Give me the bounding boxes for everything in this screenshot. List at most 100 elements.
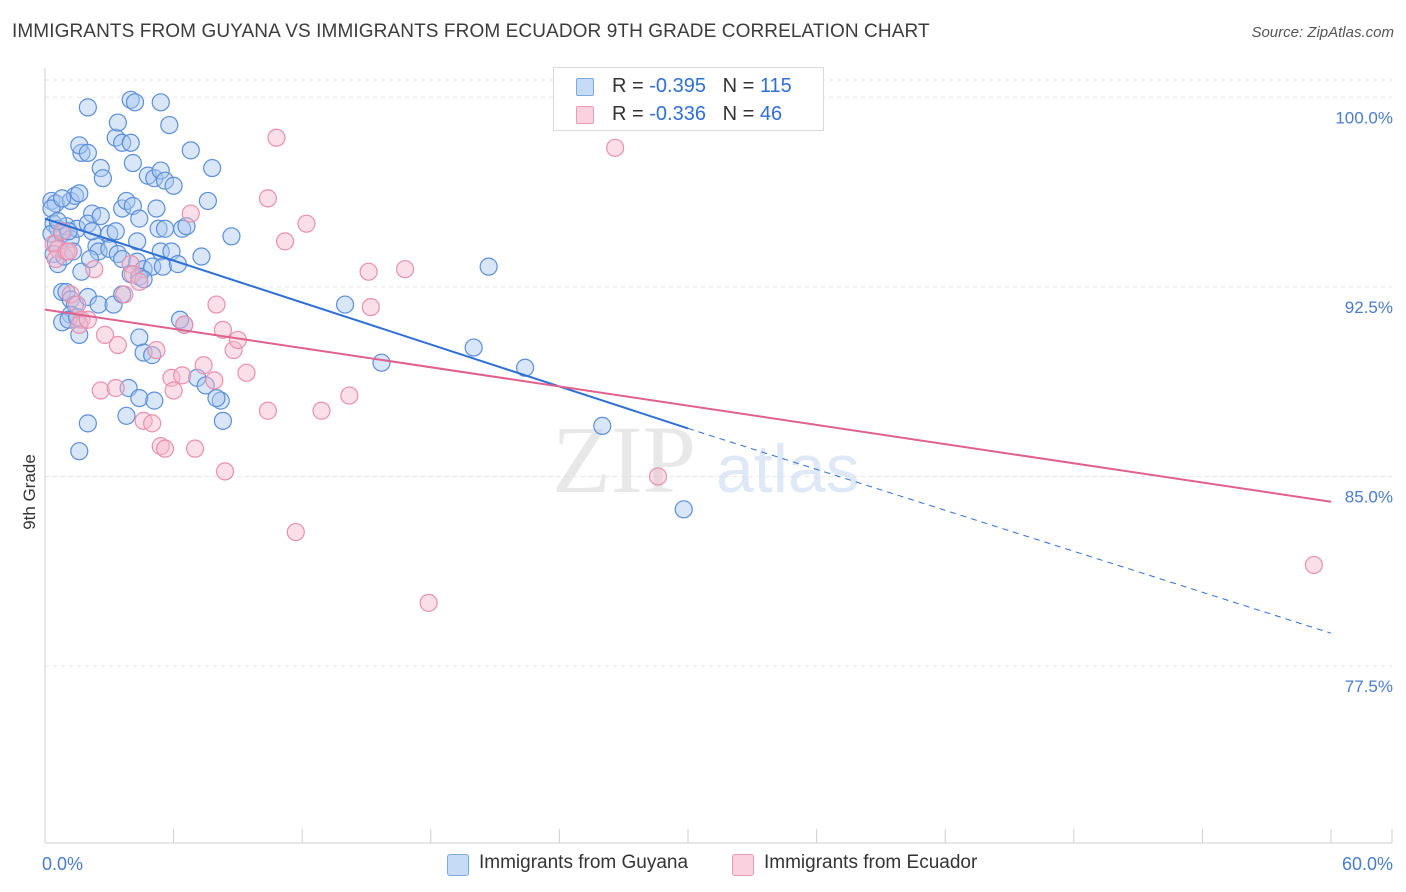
point-guyana: [121, 133, 140, 152]
point-guyana: [72, 143, 91, 162]
point-ecuador: [275, 232, 295, 251]
point-ecuador: [130, 272, 149, 291]
point-guyana: [147, 199, 166, 218]
y-tick-label: 92.5%: [1345, 298, 1393, 317]
stats-r-label: R =: [612, 103, 650, 125]
point-guyana: [48, 212, 67, 231]
point-ecuador: [181, 204, 200, 223]
point-ecuador: [78, 310, 97, 329]
point-guyana: [106, 222, 125, 241]
watermark-zip: ZIP: [552, 406, 696, 513]
y-tick-labels: 77.5% 85.0% 92.5% 100.0%: [1335, 108, 1393, 696]
point-guyana: [78, 143, 97, 162]
legend-swatch-ecuador: [732, 854, 754, 876]
point-ecuador: [286, 522, 305, 542]
point-guyana: [479, 257, 498, 276]
point-guyana: [123, 153, 142, 173]
trend-line-ecuador: [44, 308, 1332, 503]
y-axis-title: 9th Grade: [20, 454, 39, 530]
y-tick-label: 77.5%: [1345, 677, 1393, 696]
point-ecuador: [85, 260, 104, 279]
point-ecuador: [147, 340, 166, 360]
point-guyana: [53, 189, 72, 208]
point-ecuador: [70, 315, 89, 334]
point-ecuador: [395, 260, 415, 279]
point-guyana: [130, 388, 149, 408]
stats-n-value: 115: [759, 75, 792, 97]
stats-n-label: N =: [722, 75, 760, 97]
point-ecuador: [237, 363, 256, 382]
point-ecuador: [215, 462, 235, 481]
point-ecuador: [106, 378, 125, 398]
point-guyana: [335, 295, 355, 314]
point-guyana: [155, 219, 175, 238]
point-ecuador: [648, 467, 668, 486]
point-ecuador: [419, 593, 438, 612]
point-ecuador: [123, 265, 142, 284]
stats-swatch-ecuador: [576, 106, 594, 124]
y-tick-label: 85.0%: [1345, 487, 1393, 506]
axes: [44, 68, 1393, 844]
trend-line-guyana-extension: [687, 427, 1332, 634]
point-ecuador: [207, 295, 226, 314]
legend: Immigrants from Guyana Immigrants from E…: [0, 852, 1406, 876]
point-guyana: [372, 353, 391, 372]
point-ecuador: [108, 335, 127, 355]
point-guyana: [674, 500, 693, 519]
point-guyana: [155, 171, 175, 190]
point-guyana: [125, 93, 145, 112]
point-ecuador: [297, 214, 316, 233]
point-guyana: [89, 295, 108, 314]
point-ecuador: [164, 381, 183, 400]
point-ecuador: [143, 414, 162, 433]
point-guyana: [222, 227, 241, 246]
stats-r-value: -0.395: [649, 75, 706, 97]
point-guyana: [464, 338, 483, 357]
x-tick-labels: 0.0% 60.0%: [42, 854, 1393, 874]
stats-swatch-guyana: [576, 78, 594, 96]
point-ecuador: [173, 366, 192, 385]
point-guyana: [130, 209, 149, 228]
point-ecuador: [224, 340, 243, 360]
x-tick-label: 60.0%: [1342, 854, 1393, 874]
point-ecuador: [91, 381, 110, 400]
point-ecuador: [68, 295, 87, 314]
legend-swatch-guyana: [447, 854, 469, 876]
trend-line-guyana: [44, 217, 689, 430]
point-guyana: [108, 113, 127, 132]
point-ecuador: [95, 325, 115, 344]
stats-r-value: -0.336: [649, 103, 706, 125]
y-tick-label: 100.0%: [1335, 108, 1393, 127]
point-ecuador: [194, 356, 213, 375]
point-guyana: [203, 158, 222, 178]
watermark: ZIP atlas: [552, 406, 860, 513]
point-guyana: [117, 406, 136, 425]
point-guyana: [151, 93, 170, 112]
point-guyana: [80, 249, 100, 269]
point-guyana: [181, 141, 200, 160]
point-guyana: [113, 249, 132, 269]
point-guyana: [93, 169, 112, 188]
trend-lines: [44, 217, 1332, 634]
point-guyana: [192, 247, 211, 266]
series-ecuador-points: [44, 128, 1323, 612]
point-ecuador: [213, 320, 232, 339]
legend-label-guyana: Immigrants from Guyana: [479, 852, 689, 873]
point-guyana: [143, 257, 162, 276]
point-ecuador: [312, 401, 331, 420]
point-ecuador: [361, 297, 380, 317]
point-ecuador: [606, 138, 625, 157]
point-ecuador: [115, 285, 134, 304]
point-ecuador: [267, 128, 286, 147]
point-ecuador: [340, 386, 359, 405]
point-guyana: [145, 391, 164, 410]
point-ecuador: [185, 439, 205, 458]
point-ecuador: [258, 401, 278, 420]
point-ecuador: [155, 439, 175, 458]
point-guyana: [145, 169, 164, 188]
point-guyana: [207, 388, 226, 408]
point-ecuador: [61, 285, 80, 304]
stats-n-label: N =: [722, 103, 760, 125]
x-tick-label: 0.0%: [42, 854, 83, 874]
